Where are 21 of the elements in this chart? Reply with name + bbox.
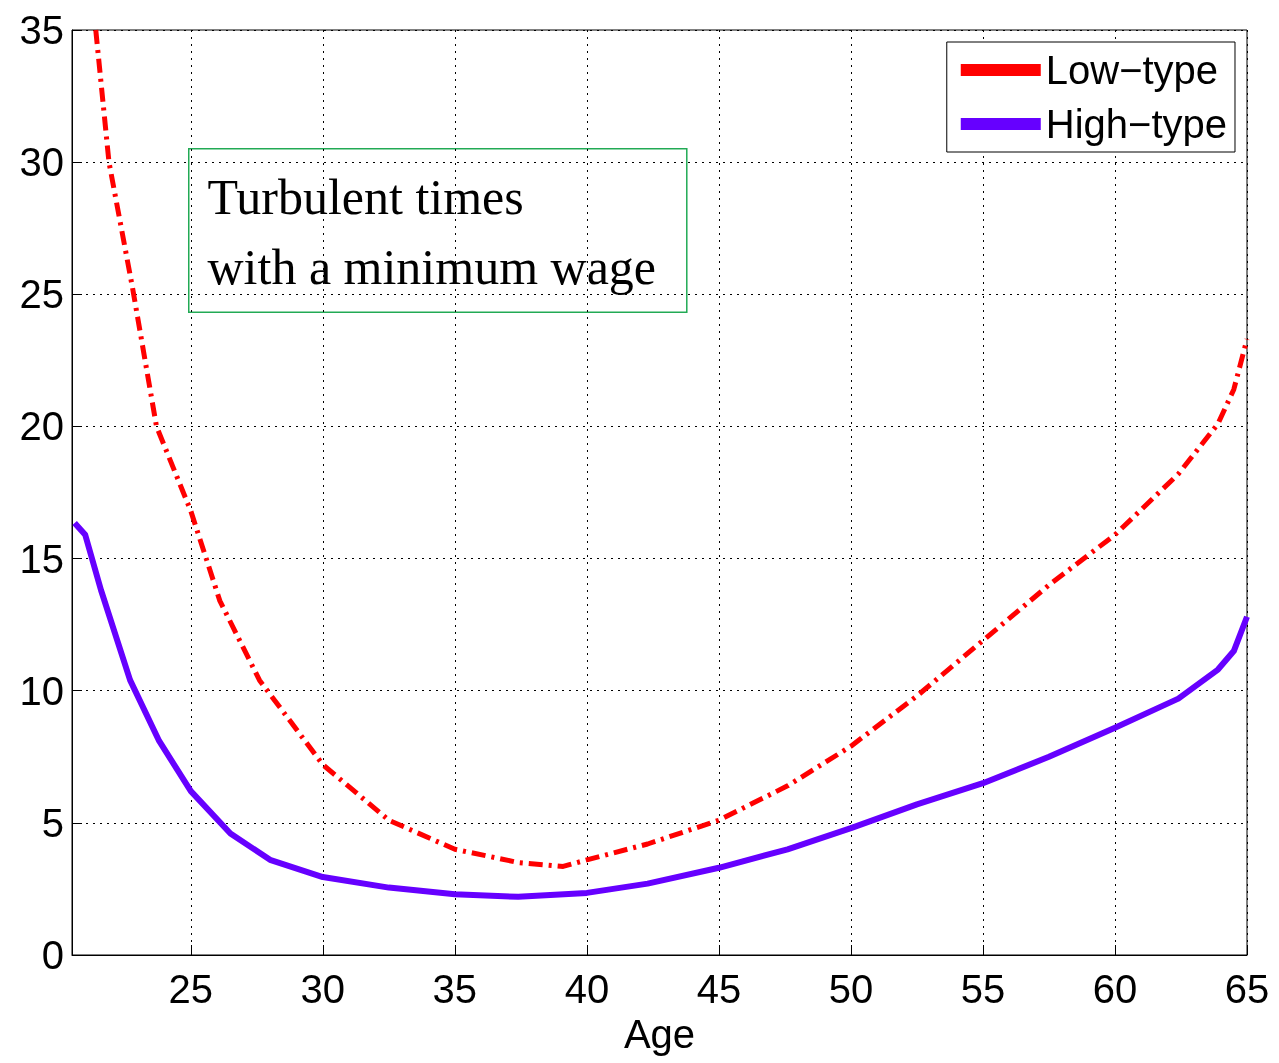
y-tick-label: 15 (19, 536, 64, 581)
x-tick-label: 55 (960, 967, 1006, 1011)
legend-label: High−type (1045, 102, 1227, 146)
y-tick-label: 30 (19, 140, 64, 185)
legend-label: Low−type (1045, 48, 1219, 92)
x-tick-label: 25 (168, 967, 214, 1011)
x-tick-label: 65 (1224, 967, 1270, 1011)
y-tick-label: 10 (19, 668, 64, 713)
y-tick-label: 5 (41, 800, 64, 845)
x-tick-label: 35 (432, 967, 478, 1011)
x-tick-label: 40 (564, 967, 610, 1011)
x-axis-title: Age (623, 1011, 696, 1056)
y-tick-label: 25 (19, 272, 64, 317)
x-tick-label: 45 (696, 967, 742, 1011)
x-tick-label: 60 (1092, 967, 1138, 1011)
y-tick-label: 0 (41, 933, 64, 977)
annotation: Turbulent times with a minimum wage (207, 168, 657, 295)
x-tick-label: 30 (300, 967, 346, 1011)
x-tick-label: 50 (828, 967, 874, 1011)
y-tick-label: 20 (19, 404, 64, 449)
y-tick-label: 35 (19, 8, 64, 52)
